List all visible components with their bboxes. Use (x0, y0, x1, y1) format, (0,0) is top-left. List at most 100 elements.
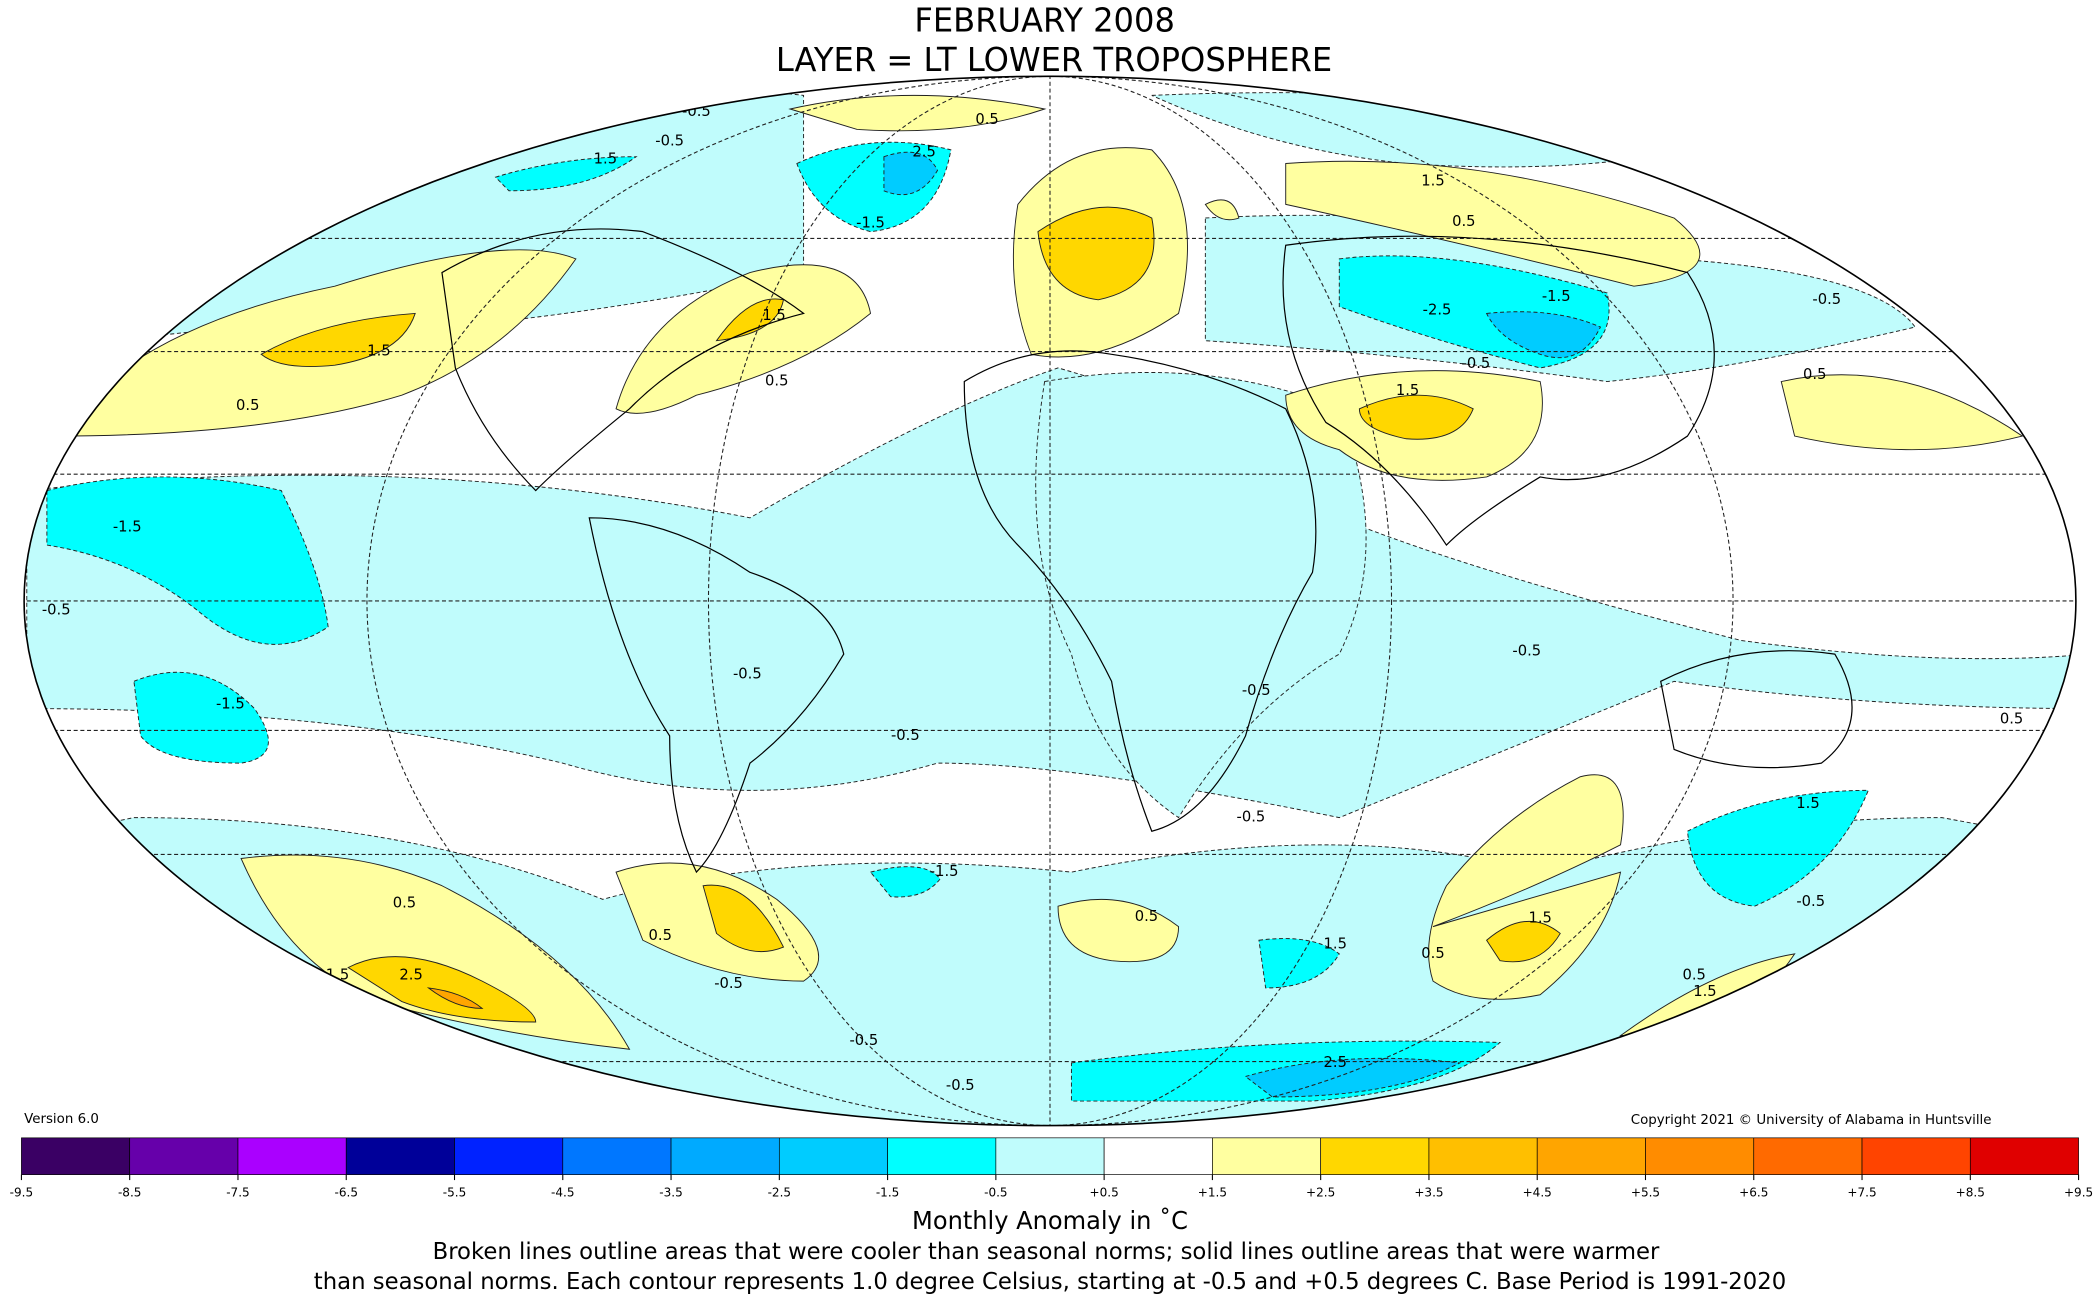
land-outline (1282, 235, 1715, 547)
anomaly-region (702, 884, 785, 953)
contour-label: -0.5 (42, 600, 71, 618)
anomaly-region (1358, 394, 1474, 440)
contour-label: 1.5 (594, 149, 617, 167)
contour-label: -0.5 (733, 664, 762, 682)
contour-label: 1.5 (1421, 171, 1444, 189)
colorbar-tick-label: +5.5 (1631, 1185, 1660, 1199)
anomaly-region (426, 987, 484, 1009)
meridian (366, 76, 1734, 1126)
contour-label: -0.5 (946, 1076, 975, 1094)
contour-label: -1.5 (216, 694, 245, 712)
contour-label: -1.5 (856, 213, 885, 231)
colorbar-swatch (237, 1137, 347, 1175)
contour-label: -0.5 (891, 726, 920, 744)
contour-label: 2.5 (912, 143, 935, 161)
contour-label: -1.5 (113, 517, 142, 535)
anomaly-region (1258, 938, 1340, 989)
colorbar-tick-label: -6.5 (334, 1185, 357, 1199)
anomaly-region (260, 312, 416, 368)
anomaly-region (1780, 374, 2024, 451)
colorbar-swatch (1536, 1137, 1646, 1175)
anomaly-region (133, 671, 269, 764)
contour-label: 0.5 (1452, 212, 1475, 230)
contour-label: 0.5 (393, 893, 416, 911)
colorbar-tick-label: +9.5 (2064, 1185, 2093, 1199)
contour-label: 0.5 (975, 110, 998, 128)
colorbar-swatch (129, 1137, 239, 1175)
contour-label: 2.5 (1324, 1053, 1347, 1071)
anomaly-region (1204, 199, 1240, 221)
land-outline (441, 228, 805, 492)
anomaly-region (1037, 206, 1155, 301)
colorbar: -9.5 -8.5 -7.5 -6.5 -5.5 -4.5 -3.5 -2.5 -1.5 -0.5… (10, 1137, 2093, 1199)
copyright: Copyright 2021 © University of Alabama i… (1631, 1112, 1992, 1128)
title: FEBRUARY 2008 (914, 1, 1174, 39)
contour-label: -1.5 (1542, 287, 1571, 305)
version: Version 6.0 (24, 1111, 99, 1127)
colorbar-tick-label: -4.5 (551, 1185, 574, 1199)
colorbar-swatch (670, 1137, 780, 1175)
contour-label: 1.5 (1528, 908, 1551, 926)
colorbar-swatch (1969, 1137, 2079, 1175)
colorbar-tick-label: -2.5 (768, 1185, 791, 1199)
colorbar-swatch (887, 1137, 997, 1175)
colorbar-tick-label: -8.5 (118, 1185, 141, 1199)
colorbar-swatch (995, 1137, 1105, 1175)
contour-label: -2.5 (1423, 301, 1452, 319)
colorbar-tick-label: -3.5 (659, 1185, 682, 1199)
anomaly-region (615, 264, 872, 414)
contour-label: 0.5 (649, 926, 672, 944)
anomaly-region (788, 94, 1047, 132)
caption-line: Broken lines outline areas that were coo… (433, 1239, 1660, 1265)
colorbar-swatch (1103, 1137, 1213, 1175)
map-border (23, 75, 2077, 1127)
colorbar-tick-label: -9.5 (10, 1185, 33, 1199)
contour-label: 0.5 (765, 371, 788, 389)
land-outline (588, 517, 845, 874)
colorbar-tick-label: -1.5 (876, 1185, 899, 1199)
contour-label: -0.5 (714, 974, 743, 992)
anomaly-region (883, 151, 939, 196)
colorbar-tick-label: -7.5 (226, 1185, 249, 1199)
anomaly-region (46, 476, 329, 645)
colorbar-swatch (1212, 1137, 1322, 1175)
colorbar-swatch (345, 1137, 455, 1175)
map: -0.5-0.51.5 2.50.5-1.51.50.51.50.51.50.5-… (24, 76, 2076, 1126)
contour-label: 0.5 (1135, 907, 1158, 925)
colorbar-label: Monthly Anomaly in ˚C (912, 1206, 1188, 1235)
contour-label: -0.5 (1812, 290, 1841, 308)
anomaly-region (1485, 920, 1561, 963)
contour-label: 1.5 (1796, 794, 1819, 812)
contour-label: 0.5 (2000, 709, 2023, 727)
anomaly-region (1687, 789, 1870, 907)
contour-label: 1.5 (367, 341, 390, 359)
colorbar-tick-label: +2.5 (1306, 1185, 1335, 1199)
anomaly-region (1057, 898, 1180, 963)
contour-label: 0.5 (236, 396, 259, 414)
anomaly-region (1285, 160, 1701, 287)
colorbar-swatch (1428, 1137, 1538, 1175)
contour-label: 0.5 (1682, 966, 1705, 984)
anomaly-region (1035, 371, 1367, 819)
contour-label: -0.5 (849, 1031, 878, 1049)
anomaly-region (869, 866, 941, 898)
contour-label: -0.5 (1462, 354, 1491, 372)
colorbar-swatch (1861, 1137, 1971, 1175)
colorbar-swatch (778, 1137, 888, 1175)
colorbar-tick-label: +0.5 (1090, 1185, 1119, 1199)
meridian (707, 76, 1393, 1126)
contour-label: 0.5 (1421, 944, 1444, 962)
contour-label: -0.5 (1237, 808, 1266, 826)
caption-line: than seasonal norms. Each contour repres… (314, 1269, 1786, 1295)
colorbar-tick-label: +7.5 (1847, 1185, 1876, 1199)
contour-label: 1.5 (1693, 982, 1716, 1000)
subtitle: LAYER = LT LOWER TROPOSPHERE (776, 41, 1332, 79)
anomaly-region (1244, 1057, 1462, 1098)
colorbar-tick-label: +1.5 (1198, 1185, 1227, 1199)
colorbar-tick-label: +8.5 (1956, 1185, 1985, 1199)
contour-label: -1.5 (930, 862, 959, 880)
colorbar-swatch (562, 1137, 672, 1175)
anomaly-region (1428, 774, 1624, 1000)
contour-label: 1.5 (1396, 381, 1419, 399)
